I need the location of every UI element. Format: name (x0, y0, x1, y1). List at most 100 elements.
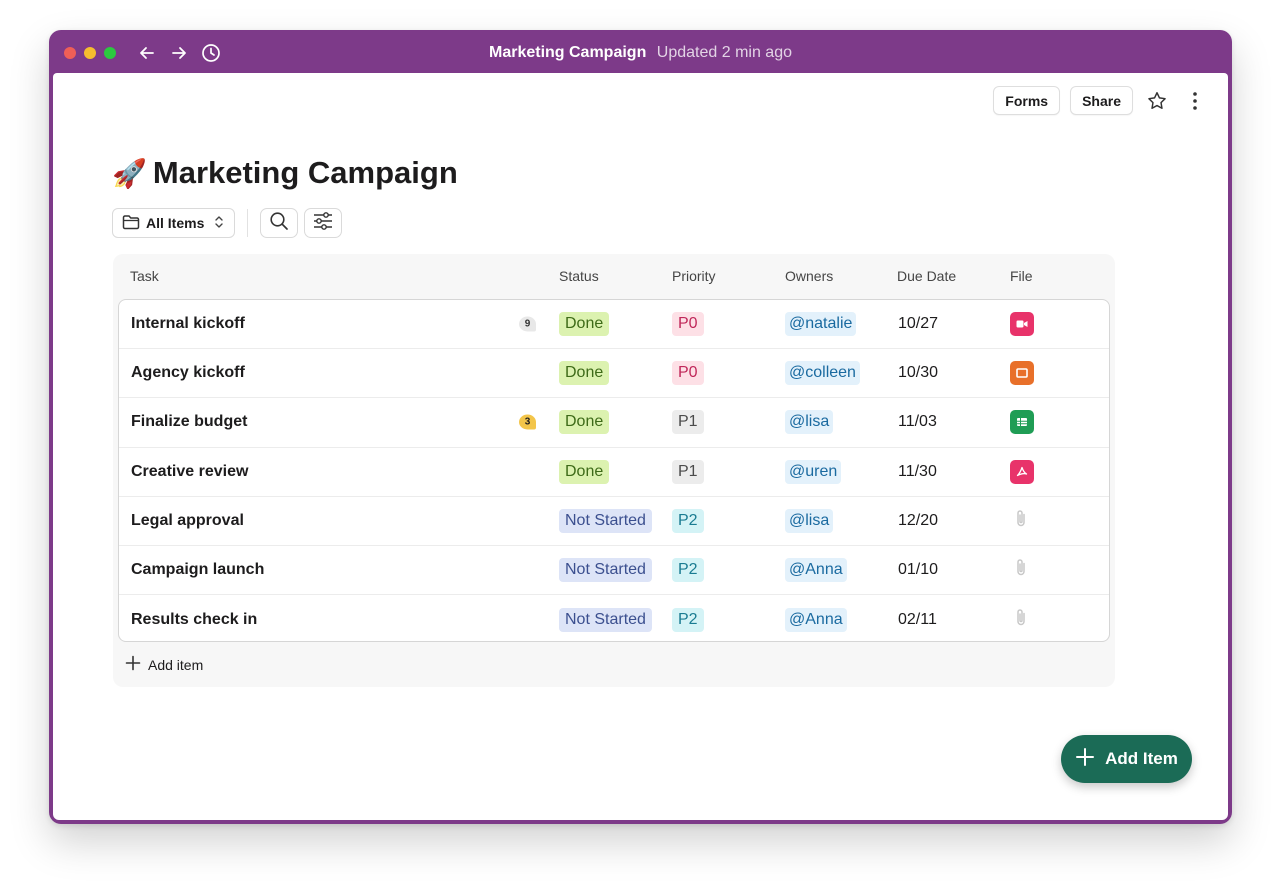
file-attachment[interactable] (1010, 361, 1034, 386)
column-header-file[interactable]: File (1010, 268, 1033, 284)
status-cell[interactable]: Done (559, 361, 610, 386)
status-badge: Done (559, 312, 610, 337)
owner-mention: @lisa (785, 508, 834, 533)
window-title: Marketing Campaign Updated 2 min ago (49, 44, 1232, 62)
owner-cell[interactable]: @colleen (785, 361, 860, 386)
more-vertical-icon[interactable] (1181, 87, 1209, 115)
search-icon (269, 211, 289, 236)
arrow-left-icon[interactable] (135, 41, 159, 65)
status-cell[interactable]: Done (559, 459, 610, 484)
status-cell[interactable]: Not Started (559, 508, 652, 533)
filter-settings-button[interactable] (304, 208, 343, 238)
status-badge: Done (559, 410, 610, 435)
due-date[interactable]: 12/20 (898, 511, 939, 529)
status-cell[interactable]: Done (559, 312, 610, 337)
task-name[interactable]: Results check in (131, 610, 258, 628)
close-window-button[interactable] (64, 47, 76, 59)
owner-cell[interactable]: @uren (785, 459, 842, 484)
pdf-file-icon (1010, 459, 1034, 484)
star-icon[interactable] (1143, 87, 1171, 115)
add-item-button-label: Add Item (1105, 749, 1178, 768)
maximize-window-button[interactable] (104, 47, 116, 59)
priority-cell[interactable]: P0 (672, 312, 704, 337)
priority-cell[interactable]: P2 (672, 607, 704, 632)
search-button[interactable] (260, 208, 299, 238)
priority-badge: P0 (672, 312, 704, 337)
minimize-window-button[interactable] (84, 47, 96, 59)
owner-cell[interactable]: @Anna (785, 607, 847, 632)
owner-cell[interactable]: @lisa (785, 410, 834, 435)
table-row[interactable]: Finalize budget 3 Done P1 @lisa 11/03 (119, 398, 1109, 448)
due-date[interactable]: 10/30 (898, 364, 939, 382)
paperclip-icon[interactable] (1014, 508, 1028, 533)
comment-count-badge[interactable]: 9 (519, 316, 536, 332)
due-date[interactable]: 11/30 (898, 462, 937, 480)
file-attachment[interactable] (1010, 459, 1034, 484)
table-row[interactable]: Internal kickoff 9 Done P0 @natalie 10/27 (119, 300, 1109, 350)
owner-cell[interactable]: @lisa (785, 508, 834, 533)
add-item-row[interactable]: Add item (125, 655, 203, 674)
status-cell[interactable]: Done (559, 410, 610, 435)
forms-button[interactable]: Forms (993, 86, 1061, 115)
spreadsheet-file-icon (1010, 410, 1034, 435)
status-cell[interactable]: Not Started (559, 558, 652, 583)
paperclip-icon[interactable] (1014, 558, 1028, 583)
priority-badge: P2 (672, 558, 704, 583)
sliders-icon (313, 211, 333, 235)
status-cell[interactable]: Not Started (559, 607, 652, 632)
filter-divider (247, 209, 249, 237)
due-date[interactable]: 02/11 (898, 610, 937, 628)
table-row[interactable]: Agency kickoff Done P0 @colleen 10/30 (119, 349, 1109, 399)
table-row[interactable]: Campaign launch Not Started P2 @Anna 01/10 (119, 546, 1109, 596)
file-attachment[interactable] (1010, 410, 1034, 435)
comment-count-badge[interactable]: 3 (519, 414, 536, 430)
priority-badge: P1 (672, 459, 704, 484)
column-header-task[interactable]: Task (130, 268, 159, 284)
priority-badge: P2 (672, 607, 704, 632)
owner-cell[interactable]: @natalie (785, 312, 857, 337)
priority-cell[interactable]: P2 (672, 508, 704, 533)
column-header-owners[interactable]: Owners (785, 268, 834, 284)
task-table: Task Status Priority Owners Due Date Fil… (113, 254, 1115, 687)
owner-mention: @colleen (785, 361, 860, 386)
column-header-status[interactable]: Status (559, 268, 599, 284)
due-date[interactable]: 01/10 (898, 561, 939, 579)
filter-bar: All Items (112, 208, 343, 238)
arrow-right-icon[interactable] (167, 41, 191, 65)
task-name[interactable]: Finalize budget (131, 413, 248, 431)
updated-timestamp: Updated 2 min ago (656, 44, 792, 61)
due-date[interactable]: 10/27 (898, 315, 939, 333)
history-icon[interactable] (199, 41, 223, 65)
file-attachment[interactable] (1010, 312, 1034, 337)
share-button[interactable]: Share (1070, 86, 1133, 115)
priority-cell[interactable]: P0 (672, 361, 704, 386)
due-date[interactable]: 11/03 (898, 413, 937, 431)
priority-cell[interactable]: P1 (672, 410, 704, 435)
task-name[interactable]: Campaign launch (131, 561, 265, 579)
folder-icon (122, 214, 140, 233)
table-row[interactable]: Creative review Done P1 @uren 11/30 (119, 448, 1109, 497)
priority-cell[interactable]: P1 (672, 459, 704, 484)
task-name[interactable]: Creative review (131, 462, 249, 480)
slides-file-icon (1010, 361, 1034, 386)
view-selector[interactable]: All Items (112, 208, 236, 238)
table-body: Internal kickoff 9 Done P0 @natalie 10/27 Agen… (118, 299, 1110, 642)
table-row[interactable]: Results check in Not Started P2 @Anna 02/11 (119, 595, 1109, 641)
task-name[interactable]: Legal approval (131, 511, 244, 529)
add-item-button[interactable]: Add Item (1061, 735, 1192, 783)
task-name[interactable]: Internal kickoff (131, 315, 245, 333)
status-badge: Not Started (559, 508, 652, 533)
table-row[interactable]: Legal approval Not Started P2 @lisa 12/20 (119, 497, 1109, 546)
owner-cell[interactable]: @Anna (785, 558, 847, 583)
owner-mention: @natalie (785, 312, 857, 337)
add-item-label: Add item (148, 656, 204, 673)
paperclip-icon[interactable] (1014, 607, 1028, 632)
column-header-due-date[interactable]: Due Date (897, 268, 957, 284)
chevron-updown-icon (214, 215, 224, 232)
view-selector-label: All Items (146, 215, 205, 231)
column-header-priority[interactable]: Priority (672, 268, 716, 284)
page-title: 🚀 Marketing Campaign (112, 155, 458, 191)
priority-cell[interactable]: P2 (672, 558, 704, 583)
task-name[interactable]: Agency kickoff (131, 364, 245, 382)
status-badge: Not Started (559, 558, 652, 583)
